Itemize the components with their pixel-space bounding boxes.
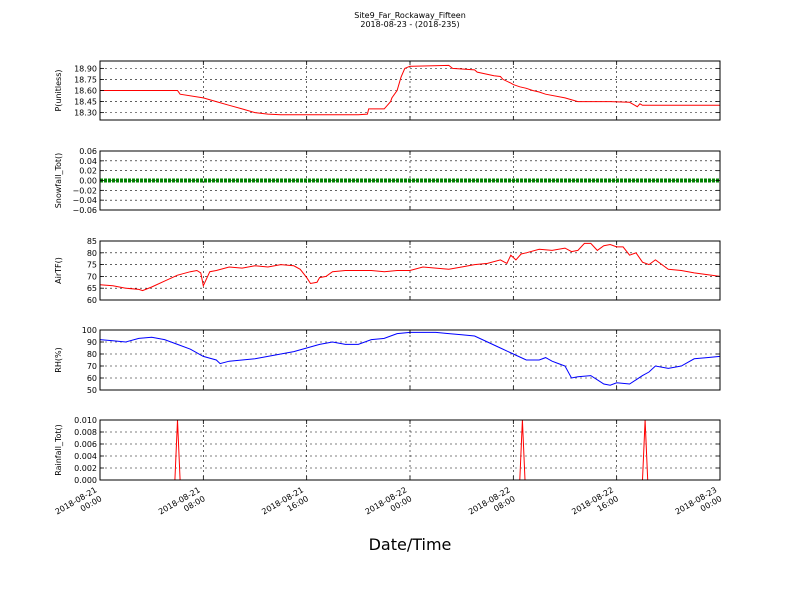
x-tick-label: 2018-08-2108:00: [157, 485, 207, 525]
y-axis-label: Rainfall_Tot(): [54, 424, 63, 476]
panel-3: 60 65 70 75 80 85 AirTF(): [54, 237, 721, 305]
panel-1: 18.30 18.45 18.60 18.75 18.90 P(unitless): [54, 60, 721, 121]
y-axis-label: Snowfall_Tot(): [54, 153, 63, 209]
x-tick-label-text: 2018-08-2116:00: [260, 485, 310, 525]
y-tick-label: 0.010: [74, 416, 97, 425]
y-tick-label: 70: [87, 362, 97, 371]
y-tick-label: 70: [87, 272, 97, 281]
y-axis-label: RH(%): [54, 347, 63, 372]
y-tick-label: 0.00: [79, 177, 97, 186]
y-tick-label: 75: [87, 261, 97, 270]
series-line: [99, 331, 721, 386]
y-tick-label: 90: [87, 338, 97, 347]
y-tick-label: 0.02: [79, 167, 97, 176]
y-tick-label: 0.006: [74, 440, 97, 449]
y-tick-label: −0.02: [72, 186, 97, 195]
x-tick-label-text: 2018-08-2208:00: [467, 485, 517, 525]
y-tick-label: 100: [82, 326, 97, 335]
panel-5: 0.000 0.002 0.004 0.006 0.008 0.010 Rainfall_T…: [54, 416, 721, 485]
x-tick-label: 2018-08-2116:00: [260, 485, 310, 525]
y-tick-label: 18.45: [74, 98, 97, 107]
x-tick-label-text: 2018-08-2108:00: [157, 485, 207, 525]
x-tick-label: 2018-08-2100:00: [54, 485, 104, 525]
y-tick-label: 18.60: [74, 87, 97, 96]
y-tick-label: 0.002: [74, 464, 97, 473]
y-axis-label: AirTF(): [54, 257, 63, 284]
y-tick-label: 18.90: [74, 64, 97, 73]
y-tick-label: −0.06: [72, 206, 97, 215]
y-tick-label: 50: [87, 386, 97, 395]
y-tick-label: 60: [87, 296, 97, 305]
y-tick-label: 0.06: [79, 147, 97, 156]
chart-subtitle: 2018-08-23 - (2018-235): [360, 20, 460, 29]
x-tick-label: 2018-08-2200:00: [364, 485, 414, 525]
chart-title: Site9_Far_Rockaway_Fifteen: [354, 11, 466, 20]
y-axis-label: P(unitless): [54, 69, 63, 111]
x-tick-label-text: 2018-08-2216:00: [570, 485, 620, 525]
y-tick-label: 0.008: [74, 428, 97, 437]
series-line: [100, 64, 720, 116]
y-tick-label: 0.04: [79, 157, 97, 166]
y-tick-label: 18.30: [74, 109, 97, 118]
y-tick-label: 80: [87, 249, 97, 258]
x-tick-label: 2018-08-2208:00: [467, 485, 517, 525]
panel-4: 50 60 70 80 90 100 RH(%): [54, 326, 721, 395]
y-tick-label: −0.04: [72, 196, 97, 205]
series-line: [99, 242, 721, 292]
x-axis-label: Date/Time: [369, 535, 452, 554]
x-tick-label: 2018-08-2216:00: [570, 485, 620, 525]
y-tick-label: 80: [87, 350, 97, 359]
x-tick-label-text: 2018-08-2200:00: [364, 485, 414, 525]
x-tick-label-text: 2018-08-2100:00: [54, 485, 104, 525]
y-tick-label: 18.75: [74, 75, 97, 84]
y-tick-label: 0.000: [74, 476, 97, 485]
x-tick-label-text: 2018-08-2300:00: [674, 485, 724, 525]
panel-2: 0.060.040.020.00−0.02−0.04−0.06 Snowfall_…: [54, 147, 721, 215]
y-tick-label: 85: [87, 237, 97, 246]
y-tick-label: 60: [87, 374, 97, 383]
y-tick-label: 0.004: [74, 452, 97, 461]
x-tick-label: 2018-08-2300:00: [674, 485, 724, 525]
y-tick-label: 65: [87, 284, 97, 293]
